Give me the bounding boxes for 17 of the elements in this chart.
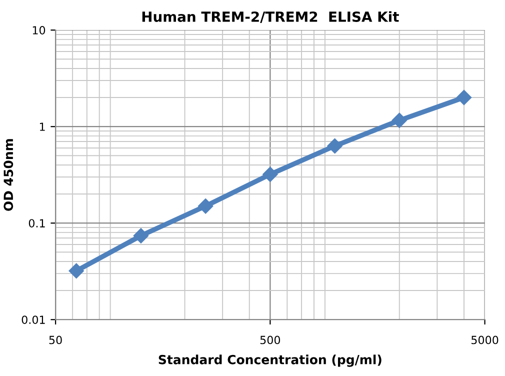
x-tick-label: 5000: [472, 336, 498, 344]
y-tick-label: 0.1: [28, 219, 45, 228]
y-tick-label: 10: [32, 26, 46, 34]
x-tick-label: 50: [49, 336, 62, 344]
point: [392, 112, 407, 128]
point: [456, 90, 472, 106]
point: [68, 263, 84, 278]
point: [327, 138, 342, 154]
chart-title: Human TREM-2/TREM2 ELISA Kit: [142, 11, 399, 24]
point: [198, 198, 214, 214]
y-axis-title: OD 450nm: [4, 139, 14, 211]
y-tick-label: 0.01: [22, 316, 45, 324]
point: [262, 166, 278, 182]
x-tick-label: 500: [260, 336, 280, 344]
y-tick-label: 1: [40, 122, 45, 131]
point: [133, 228, 149, 244]
x-axis-title: Standard Concentration (pg/ml): [158, 354, 382, 367]
